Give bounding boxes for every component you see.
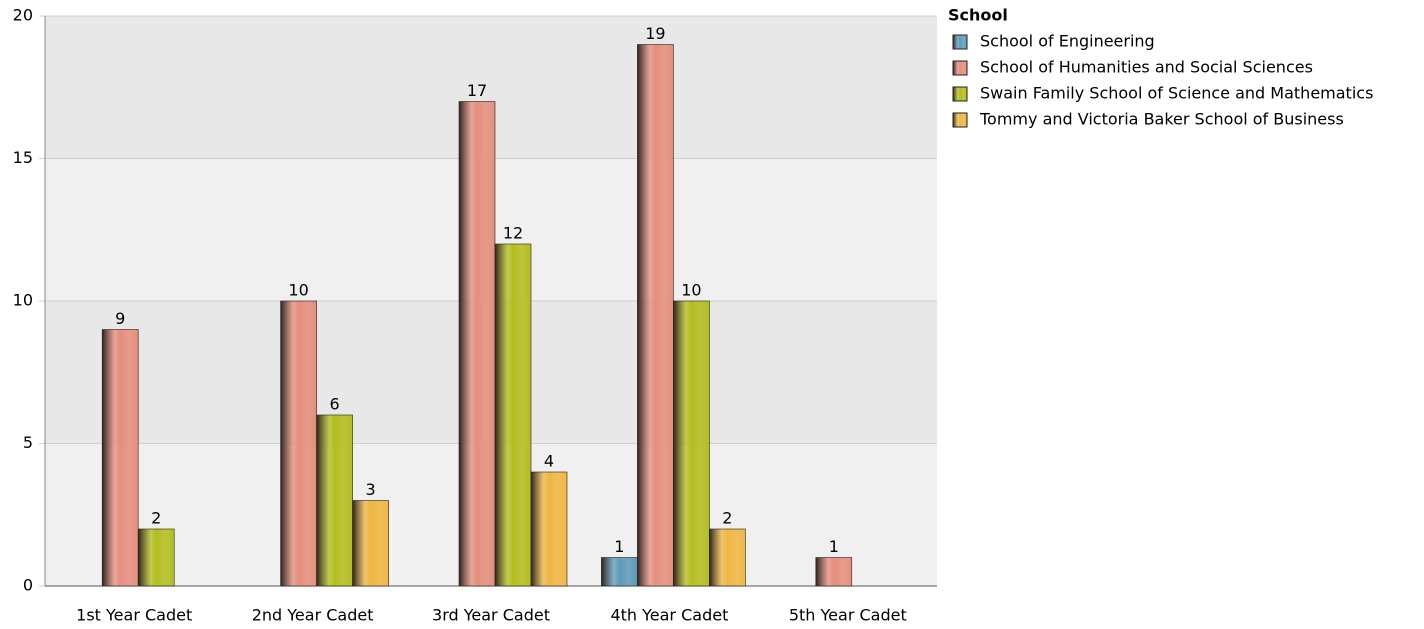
x-tick-label: 4th Year Cadet (610, 606, 728, 625)
legend-title: School (948, 6, 1008, 25)
bar (352, 500, 389, 587)
value-label: 1 (829, 537, 839, 556)
y-tick-label: 15 (13, 148, 33, 167)
value-label: 17 (467, 81, 487, 100)
bar (637, 44, 674, 587)
legend-swatch (952, 60, 968, 76)
value-label: 9 (115, 309, 125, 328)
bar (601, 557, 638, 587)
legend-swatch (952, 34, 968, 50)
y-tick-label: 20 (13, 6, 33, 25)
bar (458, 101, 496, 587)
value-label: 2 (151, 509, 161, 528)
value-label: 19 (645, 24, 665, 43)
bar (673, 300, 710, 587)
y-tick-label: 5 (23, 433, 33, 452)
bar (280, 300, 317, 587)
bar (494, 243, 532, 587)
x-tick-label: 5th Year Cadet (789, 606, 907, 625)
x-tick-label: 1st Year Cadet (76, 606, 192, 625)
legend-swatch (952, 112, 968, 128)
y-tick-label: 0 (23, 576, 33, 595)
bar (137, 528, 175, 587)
legend-label: Swain Family School of Science and Mathe… (980, 84, 1373, 103)
value-label: 10 (288, 281, 308, 300)
x-tick-label: 3rd Year Cadet (432, 606, 550, 625)
value-label: 12 (503, 224, 523, 243)
x-tick-label: 2nd Year Cadet (252, 606, 374, 625)
bar (709, 528, 746, 587)
bar (815, 557, 853, 587)
bar (530, 471, 568, 587)
value-label: 2 (722, 509, 732, 528)
legend-label: School of Engineering (980, 32, 1155, 51)
bar (101, 329, 139, 587)
value-label: 1 (614, 537, 624, 556)
legend-swatch (952, 86, 968, 102)
value-label: 3 (366, 480, 376, 499)
bar (316, 414, 353, 587)
legend-label: Tommy and Victoria Baker School of Busin… (979, 110, 1344, 129)
y-tick-label: 10 (13, 291, 33, 310)
legend-label: School of Humanities and Social Sciences (980, 58, 1313, 77)
value-label: 4 (544, 452, 554, 471)
value-label: 6 (330, 395, 340, 414)
value-label: 10 (681, 281, 701, 300)
